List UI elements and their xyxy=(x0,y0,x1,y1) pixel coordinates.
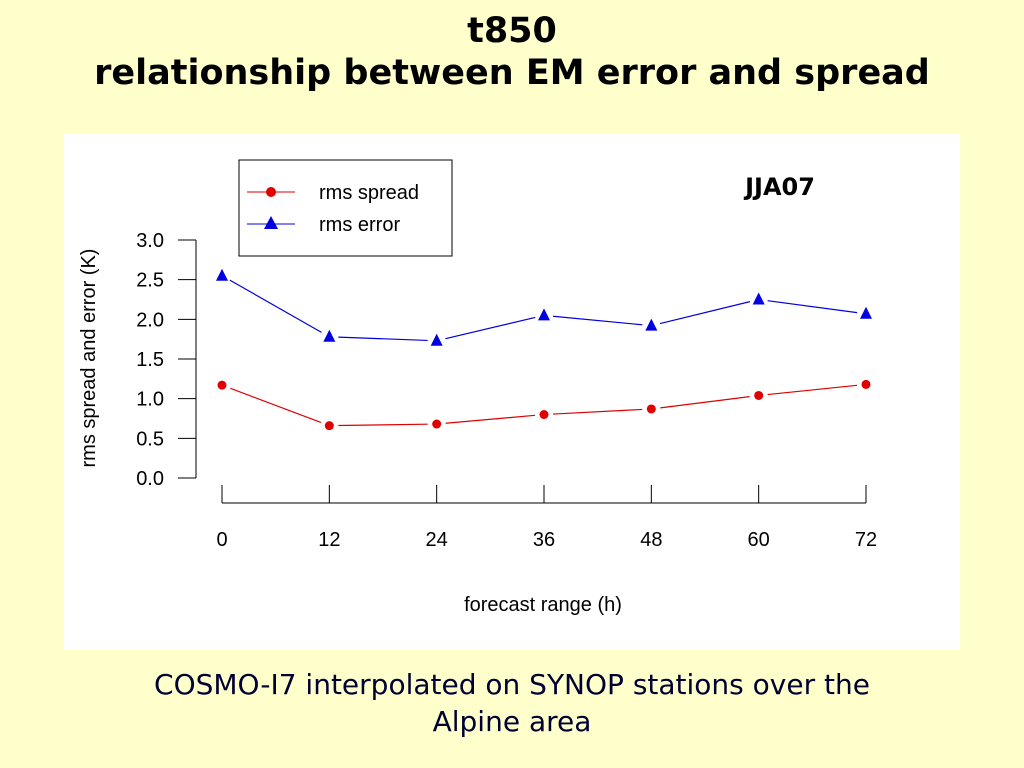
rms-error-point xyxy=(216,268,228,281)
rms-error-segment xyxy=(552,315,643,326)
legend-error-label: rms error xyxy=(319,214,400,236)
legend-box xyxy=(238,159,453,257)
y-tick-label: 1.0 xyxy=(136,389,164,411)
rms-spread-segment xyxy=(552,408,643,415)
rms-spread-point xyxy=(432,419,442,429)
chart-panel: rms spread rms error JJA07 0.0 0.5 1.0 1.5 2… xyxy=(64,133,960,650)
rms-error-segment xyxy=(229,279,322,333)
y-tick-label: 2.5 xyxy=(136,270,164,292)
caption-line-2: Alpine area xyxy=(432,705,592,738)
legend: rms spread rms error xyxy=(238,159,453,257)
rms-error-segment xyxy=(767,300,858,314)
x-tick-label: 12 xyxy=(318,529,340,551)
rms-spread-point xyxy=(861,379,871,389)
rms-error-point xyxy=(752,292,765,305)
y-tick-label: 3.0 xyxy=(136,230,164,252)
rms-spread-point xyxy=(646,404,656,414)
slide-title: t850 relationship between EM error and s… xyxy=(0,10,1024,94)
x-tick-label: 24 xyxy=(426,529,448,551)
title-line-1: t850 xyxy=(467,11,557,51)
rms-spread-point xyxy=(217,380,227,390)
x-tick-label: 72 xyxy=(855,529,877,551)
rms-error-point xyxy=(430,333,443,346)
x-tick-label: 60 xyxy=(748,529,770,551)
rms-error-point xyxy=(860,306,872,319)
legend-spread-label: rms spread xyxy=(319,182,419,204)
rms-spread-segment xyxy=(230,387,322,424)
y-tick-label: 0.0 xyxy=(136,468,164,490)
series-layer xyxy=(216,268,872,431)
y-tick-label: 0.5 xyxy=(136,428,164,450)
rms-error-segment xyxy=(659,301,751,325)
legend-spread-marker xyxy=(266,187,276,197)
rms-spread-segment xyxy=(660,396,750,409)
rms-error-point xyxy=(538,308,550,321)
x-tick-label: 48 xyxy=(640,529,662,551)
x-axis-label: forecast range (h) xyxy=(464,594,622,616)
caption-line-1: COSMO-I7 interpolated on SYNOP stations … xyxy=(154,668,870,701)
x-tick-label: 36 xyxy=(533,529,555,551)
chart-annotation: JJA07 xyxy=(743,173,815,201)
rms-error-segment xyxy=(338,336,428,342)
rms-error-point xyxy=(645,318,658,331)
x-axis: 0 12 24 36 48 60 72 xyxy=(216,485,877,551)
rms-error-point xyxy=(323,329,336,342)
rms-spread-point xyxy=(754,390,764,400)
y-tick-label: 1.5 xyxy=(136,349,164,371)
y-axis-label: rms spread and error (K) xyxy=(78,249,100,468)
legend-error-marker xyxy=(264,216,278,229)
x-tick-label: 0 xyxy=(216,529,227,551)
rms-spread-segment xyxy=(767,384,858,396)
rms-spread-point xyxy=(324,421,334,431)
line-chart: rms spread rms error JJA07 0.0 0.5 1.0 1.5 2… xyxy=(78,159,877,616)
rms-error-segment xyxy=(445,316,536,340)
y-axis: 0.0 0.5 1.0 1.5 2.0 2.5 3.0 xyxy=(136,230,197,490)
slide-caption: COSMO-I7 interpolated on SYNOP stations … xyxy=(60,666,964,740)
y-tick-label: 2.0 xyxy=(136,309,164,331)
rms-spread-segment xyxy=(445,414,536,424)
rms-spread-point xyxy=(539,410,549,420)
rms-spread-segment xyxy=(338,423,428,427)
title-line-2: relationship between EM error and spread xyxy=(94,53,930,93)
